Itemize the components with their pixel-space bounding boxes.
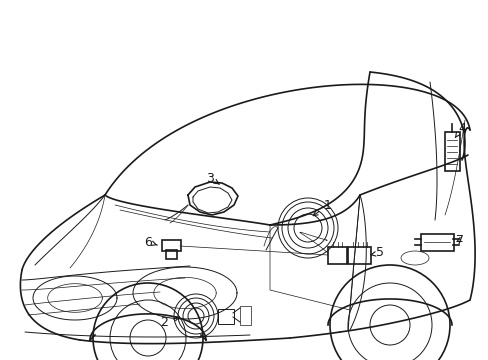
Text: 3: 3 xyxy=(205,171,219,185)
Text: 4: 4 xyxy=(454,122,465,138)
Text: 7: 7 xyxy=(455,234,463,247)
Text: 2: 2 xyxy=(160,315,179,328)
Text: 5: 5 xyxy=(370,247,383,260)
Text: 6: 6 xyxy=(144,235,157,248)
Text: 1: 1 xyxy=(313,198,331,216)
